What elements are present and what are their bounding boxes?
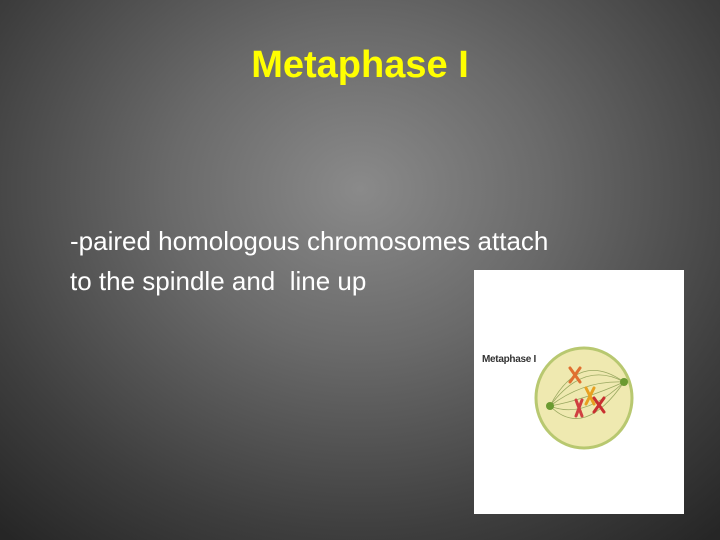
chromosomes bbox=[568, 366, 606, 418]
body-text: to the spindle and line up bbox=[70, 266, 367, 296]
spindle bbox=[549, 369, 625, 419]
cell bbox=[534, 346, 634, 450]
slide-title: Metaphase I bbox=[251, 44, 469, 86]
figure-label: Metaphase I bbox=[482, 354, 536, 365]
centrosome bbox=[620, 378, 628, 386]
figure: Metaphase I bbox=[474, 270, 684, 514]
cell-diagram bbox=[534, 346, 634, 450]
body-text: -paired homologous chromosomes attach bbox=[70, 226, 549, 256]
centrosome bbox=[546, 402, 554, 410]
